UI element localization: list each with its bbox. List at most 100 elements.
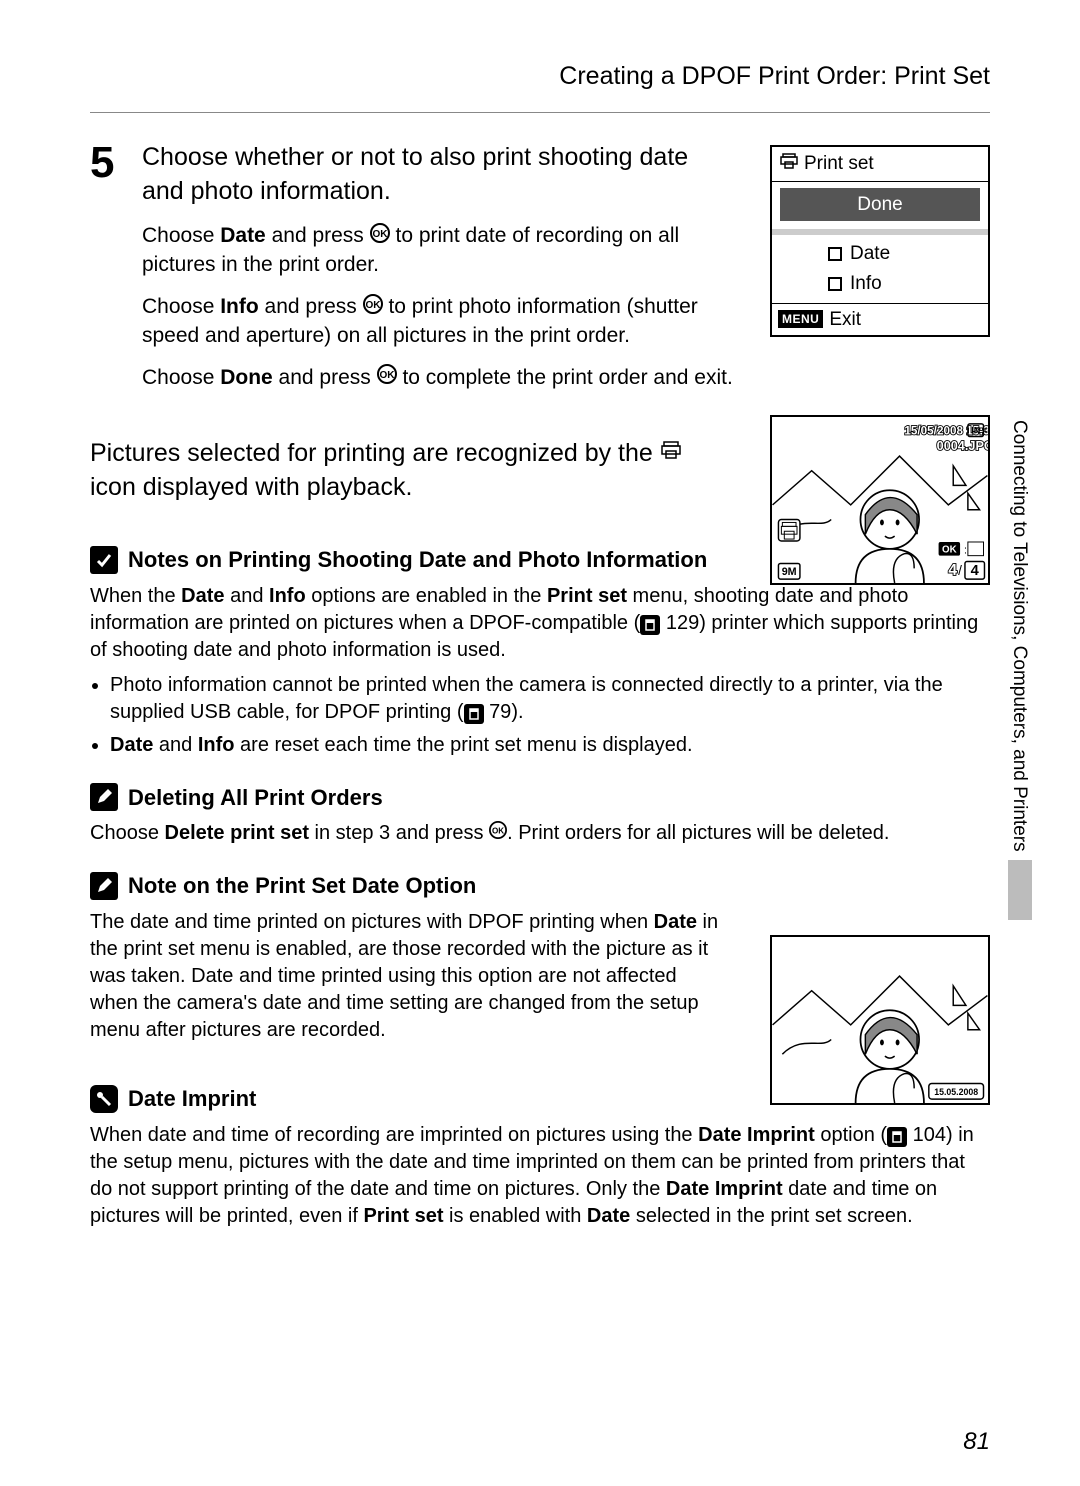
lcd-date-option: Date (780, 239, 980, 269)
playback-illustration: 15/05/2008 15:30 IN 0004.JPG 9M OK : 4 /… (770, 415, 990, 585)
bold: Date (181, 585, 224, 607)
notes-date-imprint: Date Imprint When date and time of recor… (90, 1084, 990, 1230)
text: and (225, 585, 269, 607)
text: The date and time printed on pictures wi… (90, 911, 654, 933)
bold: Date (110, 734, 153, 756)
lcd-option-label: Info (850, 271, 882, 297)
text: and press (259, 295, 363, 318)
xref-page: 79 (489, 701, 511, 723)
ok-button-icon: OK (363, 294, 383, 322)
note-title: Date Imprint (128, 1084, 256, 1114)
lcd-title: Print set (804, 151, 874, 177)
text: When the (90, 585, 181, 607)
svg-text:OK: OK (492, 827, 504, 836)
text: ). (511, 701, 523, 723)
bold: Date Imprint (666, 1178, 783, 1200)
bold: Date (654, 911, 697, 933)
svg-text:OK: OK (942, 545, 957, 556)
step-number: 5 (90, 141, 126, 407)
svg-text::: : (964, 545, 967, 557)
svg-text:/: / (958, 563, 962, 578)
note-paragraph: When date and time of recording are impr… (90, 1122, 990, 1230)
ok-button-icon: OK (489, 820, 507, 847)
note-paragraph: The date and time printed on pictures wi… (90, 909, 730, 1044)
text: Choose (142, 366, 220, 389)
note-title: Notes on Printing Shooting Date and Phot… (128, 545, 707, 575)
xref-page: 129 (666, 612, 699, 634)
svg-text:0004.JPG: 0004.JPG (937, 439, 988, 453)
text: to complete the print order and exit. (397, 366, 733, 389)
bold: Date Imprint (698, 1124, 815, 1146)
note-paragraph: Choose Delete print set in step 3 and pr… (90, 820, 990, 847)
pencil-badge-icon (90, 783, 118, 811)
page-header: Creating a DPOF Print Order: Print Set (90, 60, 990, 113)
step-para-done: Choose Done and press OK to complete the… (142, 364, 990, 393)
check-badge-icon (90, 546, 118, 574)
section-tab-marker (1008, 860, 1032, 920)
text: Photo information cannot be printed when… (110, 674, 943, 723)
bold-date: Date (220, 224, 266, 247)
note-paragraph: When the Date and Info options are enabl… (90, 583, 990, 664)
xref-icon (640, 615, 660, 635)
info-badge-icon (90, 1085, 118, 1113)
menu-badge-icon: MENU (778, 310, 823, 328)
text: icon displayed with playback. (90, 473, 412, 501)
bold-info: Info (220, 295, 258, 318)
text: Choose (142, 295, 220, 318)
note-title: Note on the Print Set Date Option (128, 871, 476, 901)
printer-icon (780, 151, 798, 177)
text: options are enabled in the (306, 585, 547, 607)
lcd-option-label: Date (850, 241, 890, 267)
svg-text:OK: OK (365, 300, 381, 311)
bold: Delete print set (165, 822, 309, 844)
lcd-done-option: Done (780, 188, 980, 222)
page-number: 81 (963, 1426, 990, 1458)
text: option ( (815, 1124, 887, 1146)
bold: Info (198, 734, 235, 756)
bold: Date (352, 873, 400, 898)
text: and press (266, 224, 370, 247)
svg-text:4: 4 (948, 562, 957, 579)
lcd-info-option: Info (780, 269, 980, 299)
svg-text:15.05.2008: 15.05.2008 (934, 1087, 978, 1097)
bold: Info (269, 585, 306, 607)
bold: Date (587, 1205, 630, 1227)
svg-text:9M: 9M (782, 566, 797, 578)
bold-done: Done (220, 366, 273, 389)
ok-button-icon: OK (377, 364, 397, 392)
checkbox-icon (828, 247, 842, 261)
lcd-print-set-menu: Print set Done Date Info MENU Exit (770, 145, 990, 337)
text: and press (273, 366, 377, 389)
pencil-badge-icon (90, 872, 118, 900)
bullet-item: Photo information cannot be printed when… (110, 672, 990, 726)
svg-text:4: 4 (971, 563, 980, 579)
lcd-exit-label: Exit (829, 307, 861, 333)
text: When date and time of recording are impr… (90, 1124, 698, 1146)
text: selected in the print set screen. (630, 1205, 912, 1227)
note-title: Deleting All Print Orders (128, 783, 383, 813)
text: Choose (90, 822, 165, 844)
bold: Print set (547, 585, 627, 607)
ok-button-icon: OK (370, 223, 390, 251)
svg-text:OK: OK (372, 229, 388, 240)
bold: Print set (363, 1205, 443, 1227)
svg-text:IN: IN (971, 426, 980, 436)
text: are reset each time the print set menu i… (235, 734, 693, 756)
checkbox-icon (828, 277, 842, 291)
bullet-item: Date and Info are reset each time the pr… (110, 732, 990, 759)
text: Choose (142, 224, 220, 247)
text: . Print orders for all pictures will be … (507, 822, 889, 844)
xref-icon (887, 1127, 907, 1147)
text: is enabled with (444, 1205, 587, 1227)
text: Pictures selected for printing are recog… (90, 439, 660, 467)
date-imprint-illustration: 15.05.2008 (770, 935, 990, 1105)
text: Option (399, 873, 476, 898)
print-order-icon (660, 437, 682, 471)
text: and (153, 734, 197, 756)
text: in step 3 and press (309, 822, 489, 844)
xref-page: 104 (913, 1124, 946, 1146)
section-tab-label: Connecting to Televisions, Computers, an… (1008, 420, 1032, 920)
notes-delete-print-orders: Deleting All Print Orders Choose Delete … (90, 783, 990, 848)
svg-text:OK: OK (379, 370, 395, 381)
xref-icon (464, 704, 484, 724)
